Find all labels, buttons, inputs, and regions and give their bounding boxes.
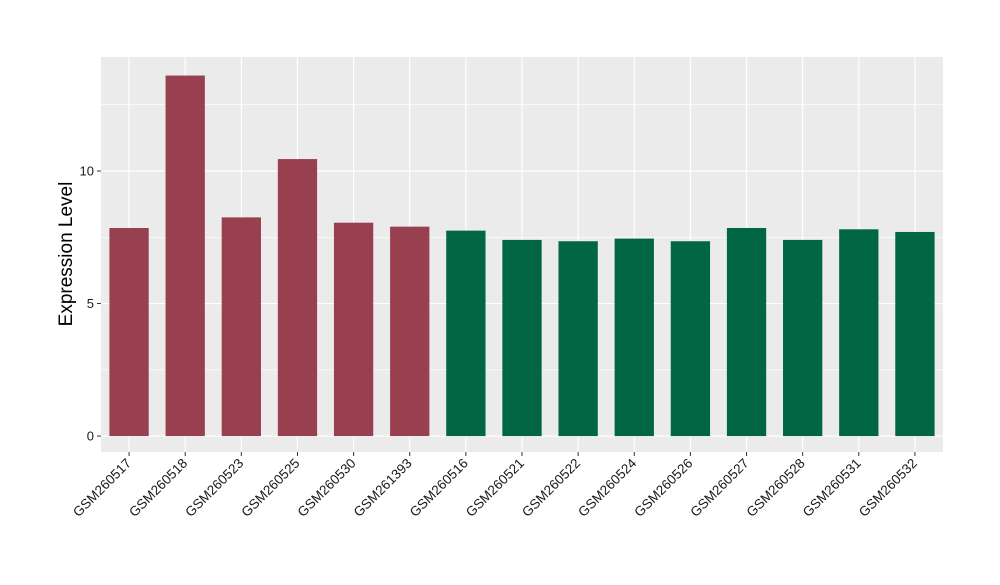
bar-GSM260525 [277, 159, 318, 437]
x-tick-label: GSM261393 [351, 456, 415, 520]
bars [109, 75, 935, 437]
x-tick-label: GSM260528 [744, 456, 808, 520]
x-tick-label: GSM260526 [631, 456, 695, 520]
bar-GSM260528 [783, 239, 823, 437]
x-tick-label: GSM260524 [575, 455, 640, 520]
bar-GSM260518 [165, 75, 205, 437]
bar-GSM260517 [109, 227, 149, 437]
y-tick-label: 10 [80, 163, 94, 178]
bar-GSM260527 [726, 227, 767, 437]
y-tick-label: 0 [87, 429, 94, 444]
x-tick-label: GSM260527 [687, 456, 751, 520]
x-tick-label: GSM260521 [463, 456, 527, 520]
bar-GSM260532 [895, 231, 935, 437]
x-tick-label: GSM260516 [407, 456, 471, 520]
bar-GSM260522 [558, 241, 598, 437]
y-tick-label: 5 [87, 296, 94, 311]
bar-GSM260516 [446, 230, 486, 437]
x-tick-label: GSM260518 [126, 456, 190, 520]
x-tick-label: GSM260517 [70, 456, 134, 520]
bar-GSM261393 [390, 226, 430, 437]
x-tick-label: GSM260532 [856, 456, 920, 520]
bar-GSM260523 [221, 217, 261, 437]
y-axis-title: Expression Level [56, 182, 77, 327]
bar-GSM260521 [502, 239, 542, 437]
bar-GSM260524 [614, 238, 654, 437]
x-tick-label: GSM260531 [800, 456, 864, 520]
x-tick-label: GSM260525 [238, 456, 302, 520]
bar-GSM260531 [839, 229, 879, 437]
bar-GSM260526 [670, 241, 711, 437]
x-tick-label: GSM260522 [519, 456, 583, 520]
x-tick-label: GSM260523 [182, 456, 246, 520]
x-tick-label: GSM260530 [295, 456, 359, 520]
bar-GSM260530 [333, 222, 374, 437]
